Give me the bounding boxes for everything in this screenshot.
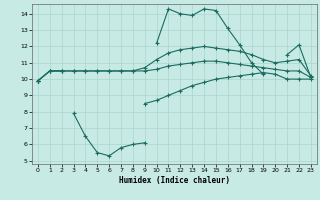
X-axis label: Humidex (Indice chaleur): Humidex (Indice chaleur): [119, 176, 230, 185]
